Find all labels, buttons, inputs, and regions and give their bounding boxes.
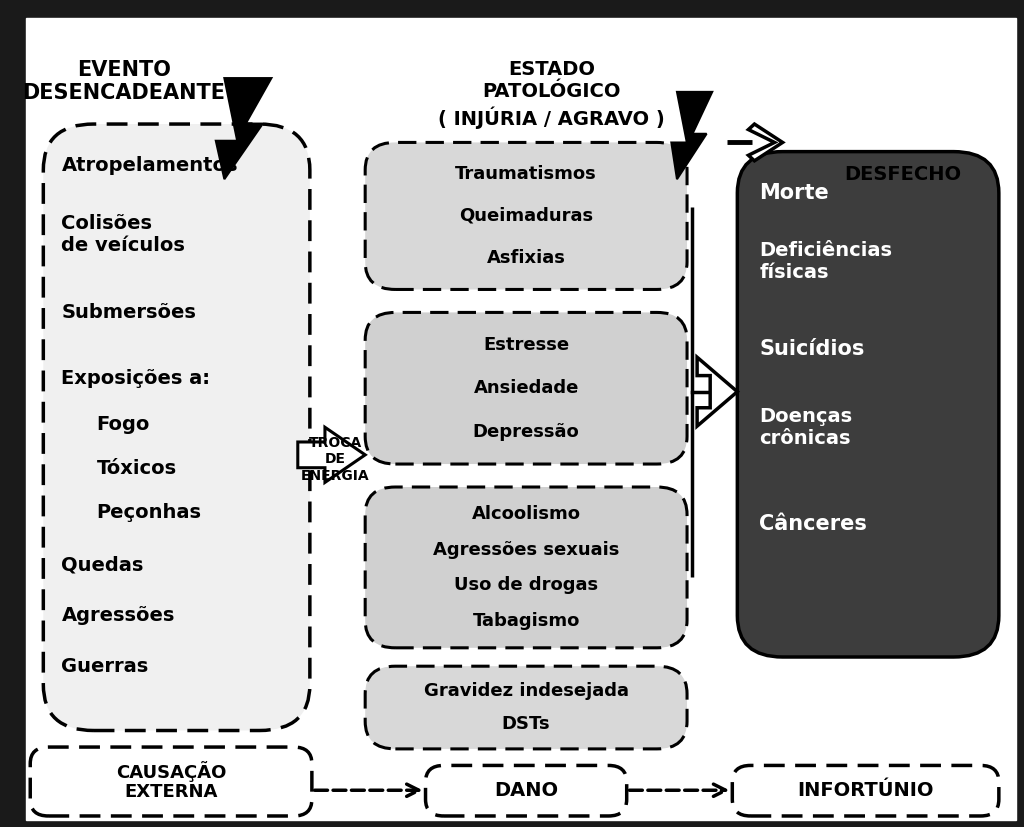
Text: Estresse: Estresse	[483, 336, 569, 354]
Text: Agressões: Agressões	[61, 606, 175, 625]
Polygon shape	[216, 78, 271, 179]
FancyBboxPatch shape	[426, 766, 627, 816]
Text: Colisões
de veículos: Colisões de veículos	[61, 214, 185, 255]
Text: Quedas: Quedas	[61, 556, 143, 575]
FancyBboxPatch shape	[366, 487, 687, 648]
Polygon shape	[749, 124, 782, 160]
Text: Alcoolismo: Alcoolismo	[472, 504, 581, 523]
Text: Agressões sexuais: Agressões sexuais	[433, 541, 620, 558]
Text: DANO: DANO	[494, 781, 558, 800]
FancyBboxPatch shape	[366, 313, 687, 464]
Text: Ansiedade: Ansiedade	[473, 380, 579, 397]
FancyBboxPatch shape	[43, 124, 310, 730]
Polygon shape	[298, 428, 366, 482]
Text: Traumatismos: Traumatismos	[456, 165, 597, 183]
FancyBboxPatch shape	[366, 667, 687, 749]
Text: EVENTO
DESENCADEANTE: EVENTO DESENCADEANTE	[23, 60, 225, 103]
Polygon shape	[697, 357, 737, 426]
Text: Deficiências
físicas: Deficiências físicas	[760, 241, 893, 282]
Text: TROCA
DE
ENERGIA: TROCA DE ENERGIA	[301, 437, 370, 483]
Text: DSTs: DSTs	[502, 715, 551, 733]
Polygon shape	[672, 92, 713, 179]
Text: DESFECHO: DESFECHO	[845, 165, 962, 184]
FancyBboxPatch shape	[366, 142, 687, 289]
Text: Submersões: Submersões	[61, 303, 197, 322]
Text: Doenças
crônicas: Doenças crônicas	[760, 407, 853, 447]
Text: Fogo: Fogo	[96, 415, 150, 434]
FancyBboxPatch shape	[27, 18, 1016, 820]
Text: Tabagismo: Tabagismo	[472, 612, 580, 630]
Text: Guerras: Guerras	[61, 657, 148, 676]
Text: Exposições a:: Exposições a:	[61, 369, 210, 388]
Text: Gravidez indesejada: Gravidez indesejada	[424, 682, 629, 700]
Text: INFORTÚNIO: INFORTÚNIO	[797, 781, 933, 800]
Text: Morte: Morte	[760, 183, 829, 203]
Text: ESTADO
PATOLÓGICO
( INJÚRIA / AGRAVO ): ESTADO PATOLÓGICO ( INJÚRIA / AGRAVO )	[438, 60, 665, 129]
FancyBboxPatch shape	[737, 151, 998, 657]
Text: Atropelamentos: Atropelamentos	[61, 156, 238, 174]
FancyBboxPatch shape	[732, 766, 998, 816]
Text: Suicídios: Suicídios	[760, 339, 865, 359]
FancyBboxPatch shape	[31, 747, 312, 816]
Text: Cânceres: Cânceres	[760, 514, 867, 533]
Text: Depressão: Depressão	[473, 423, 580, 441]
Text: Uso de drogas: Uso de drogas	[454, 576, 598, 595]
Text: CAUSAÇÃO
EXTERNA: CAUSAÇÃO EXTERNA	[116, 761, 226, 801]
Text: Tóxicos: Tóxicos	[96, 459, 177, 478]
Text: Peçonhas: Peçonhas	[96, 504, 202, 522]
Text: Asfixias: Asfixias	[486, 249, 565, 267]
Text: Queimaduras: Queimaduras	[459, 207, 593, 225]
